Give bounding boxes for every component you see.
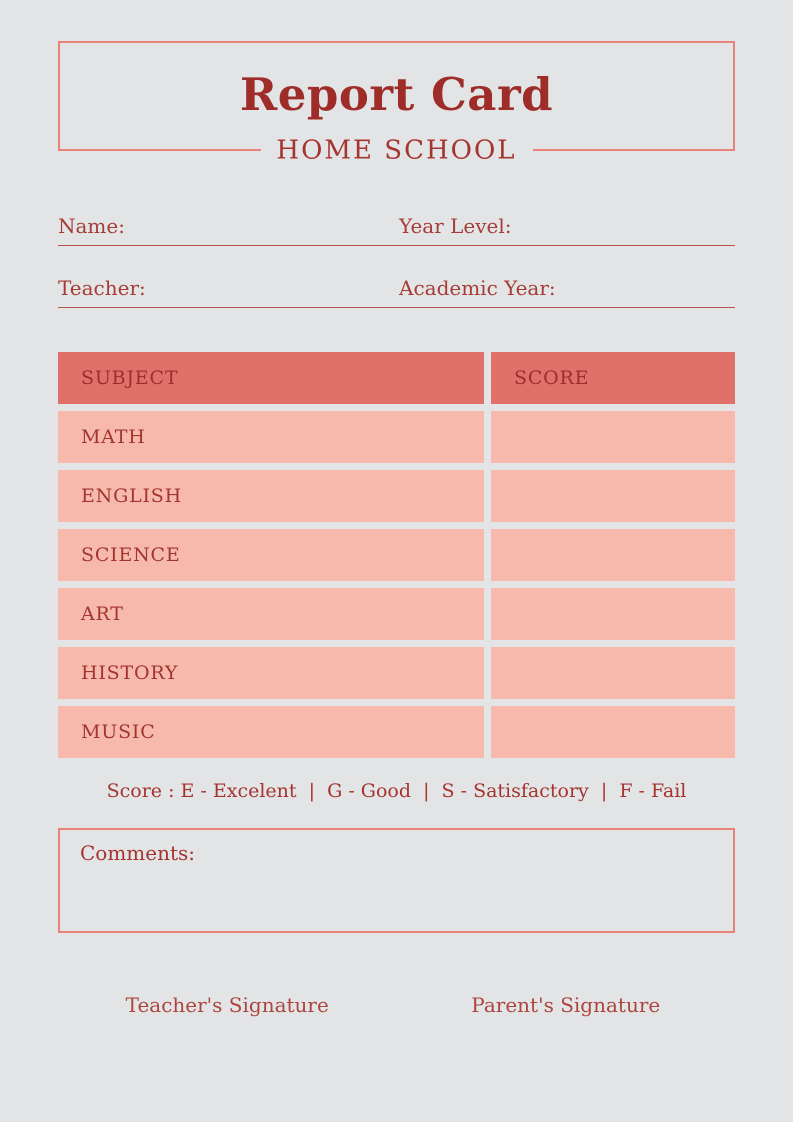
subject-cell-math: MATH	[58, 411, 484, 463]
year-level-field: Year Level:	[399, 211, 735, 238]
page-title: Report Card	[239, 67, 554, 121]
info-fields: Name: Year Level: Teacher: Academic Year…	[58, 211, 735, 308]
parent-signature-block: Parent's Signature	[397, 993, 736, 1017]
teacher-signature-label: Teacher's Signature	[125, 992, 329, 1017]
header-frame: Report Card HOME SCHOOL	[58, 41, 735, 166]
page-subtitle: HOME SCHOOL	[260, 137, 533, 166]
score-cell-music[interactable]	[491, 706, 735, 758]
score-cell-history[interactable]	[491, 647, 735, 699]
field-row-2: Teacher: Academic Year:	[58, 273, 735, 308]
year-level-field-label: Year Level:	[399, 214, 512, 238]
comments-input-area[interactable]	[80, 865, 713, 920]
score-cell-science[interactable]	[491, 529, 735, 581]
subject-column-header: SUBJECT	[58, 352, 484, 404]
subject-cell-history: HISTORY	[58, 647, 484, 699]
parent-signature-label: Parent's Signature	[471, 992, 661, 1017]
teacher-field-input[interactable]	[146, 273, 399, 295]
comments-label: Comments:	[80, 840, 196, 865]
score-table: SUBJECT SCORE MATH ENGLISH SCIENCE ART H…	[58, 352, 735, 758]
subject-cell-music: MUSIC	[58, 706, 484, 758]
score-cell-math[interactable]	[491, 411, 735, 463]
teacher-field: Teacher:	[58, 273, 399, 300]
academic-year-field: Academic Year:	[399, 273, 735, 300]
comments-box: Comments:	[58, 827, 735, 933]
teacher-signature-block: Teacher's Signature	[58, 993, 397, 1017]
score-cell-english[interactable]	[491, 470, 735, 522]
name-field: Name:	[58, 211, 399, 238]
signature-section: Teacher's Signature Parent's Signature	[58, 993, 735, 1017]
score-cell-art[interactable]	[491, 588, 735, 640]
subject-cell-art: ART	[58, 588, 484, 640]
name-field-label: Name:	[58, 214, 125, 238]
field-row-1: Name: Year Level:	[58, 211, 735, 246]
year-level-field-input[interactable]	[512, 211, 735, 233]
score-column-header: SCORE	[491, 352, 735, 404]
name-field-input[interactable]	[125, 211, 399, 233]
score-legend: Score : E - Excelent | G - Good | S - Sa…	[106, 780, 687, 802]
subject-cell-english: ENGLISH	[58, 470, 484, 522]
academic-year-field-label: Academic Year:	[399, 276, 556, 300]
teacher-field-label: Teacher:	[58, 276, 146, 300]
subject-cell-science: SCIENCE	[58, 529, 484, 581]
academic-year-field-input[interactable]	[556, 273, 735, 295]
